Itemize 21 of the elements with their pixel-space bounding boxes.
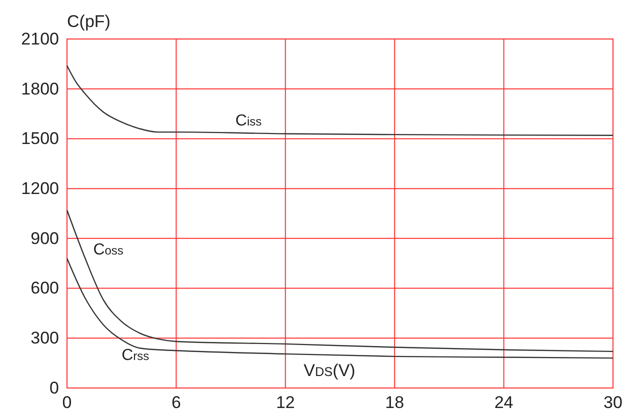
y-axis-title: C(pF) [67, 12, 110, 31]
x-tick-label: 0 [62, 393, 72, 412]
series-label: Coss [93, 241, 124, 258]
y-tick-label: 900 [30, 228, 59, 248]
y-tick-label: 1800 [21, 79, 59, 98]
x-tick-label: 24 [494, 393, 514, 412]
series-label: Ciss [235, 112, 262, 130]
y-tick-label: 1200 [21, 179, 59, 198]
line-series [66, 64, 614, 136]
x-axis-title: VDS(V) [304, 361, 356, 380]
y-tick-label: 600 [30, 278, 59, 298]
y-tick-label: 300 [30, 328, 59, 348]
line-series [66, 258, 614, 359]
y-tick-label: 0 [50, 378, 59, 398]
y-tick-label: 1500 [21, 129, 59, 148]
x-tick-label: 12 [276, 393, 295, 412]
y-tick-label: 2100 [21, 29, 59, 48]
x-tick-label: 30 [604, 393, 622, 412]
series-label: Crss [122, 346, 150, 364]
x-tick-label: 6 [171, 393, 181, 412]
x-tick-label: 18 [385, 393, 404, 412]
